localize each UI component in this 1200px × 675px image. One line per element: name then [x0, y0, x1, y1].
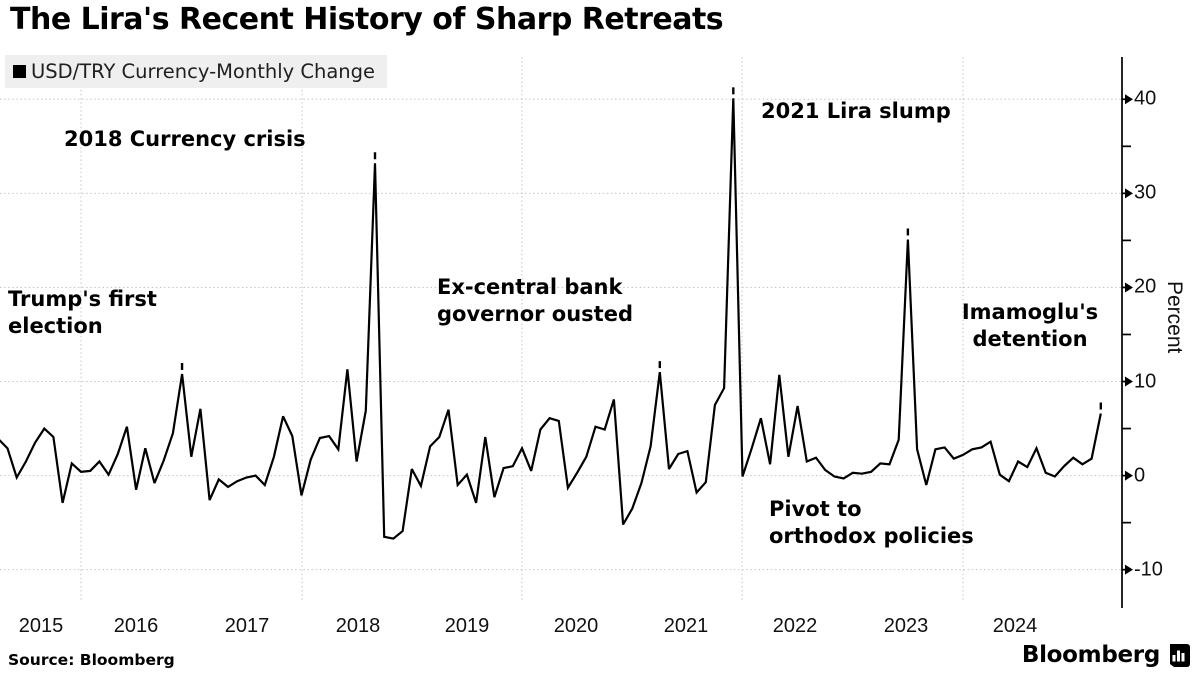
y-tick-label: 40 — [1134, 87, 1157, 110]
x-tick-label: 2020 — [553, 615, 599, 637]
event-annotation: Imamoglu's detention — [961, 300, 1099, 351]
y-tick-label: 20 — [1134, 275, 1157, 298]
chart-title: The Lira's Recent History of Sharp Retre… — [10, 2, 724, 37]
bloomberg-chart-icon — [1170, 643, 1190, 667]
y-tick-label: 0 — [1134, 464, 1146, 487]
y-axis-title: Percent — [1163, 281, 1186, 354]
y-tick-label: 10 — [1134, 370, 1157, 393]
y-tick-arrow-icon — [1125, 282, 1133, 293]
x-tick-label: 2015 — [18, 615, 64, 637]
x-tick-label: 2024 — [992, 615, 1038, 637]
legend: USD/TRY Currency-Monthly Change — [5, 55, 388, 88]
event-annotation: Ex-central bank governor ousted — [437, 275, 633, 326]
usdtry-line-series — [0, 98, 1102, 540]
y-tick-arrow-icon — [1125, 376, 1133, 387]
x-tick-label: 2022 — [772, 615, 818, 637]
bloomberg-wordmark: Bloomberg — [1021, 642, 1160, 668]
y-tick-label: 30 — [1134, 181, 1157, 204]
x-tick-label: 2021 — [663, 615, 709, 637]
x-tick-label: 2016 — [113, 615, 159, 637]
event-annotation: Pivot to orthodox policies — [769, 497, 974, 548]
x-tick-label: 2018 — [335, 615, 381, 637]
y-tick-arrow-icon — [1125, 470, 1133, 481]
y-tick-arrow-icon — [1125, 564, 1133, 575]
x-tick-label: 2023 — [883, 615, 929, 637]
legend-swatch-icon — [13, 65, 26, 78]
y-tick-arrow-icon — [1125, 94, 1133, 105]
x-tick-label: 2017 — [224, 615, 270, 637]
event-annotation: 2021 Lira slump — [761, 99, 951, 123]
x-tick-label: 2019 — [444, 615, 490, 637]
event-annotation: 2018 Currency crisis — [64, 127, 306, 151]
y-tick-label: -10 — [1134, 558, 1163, 581]
bloomberg-logo: Bloomberg — [1022, 642, 1190, 668]
y-tick-arrow-icon — [1125, 188, 1133, 199]
event-annotation: Trump's first election — [8, 287, 157, 338]
legend-label: USD/TRY Currency-Monthly Change — [31, 60, 376, 83]
source-note: Source: Bloomberg — [8, 651, 175, 669]
